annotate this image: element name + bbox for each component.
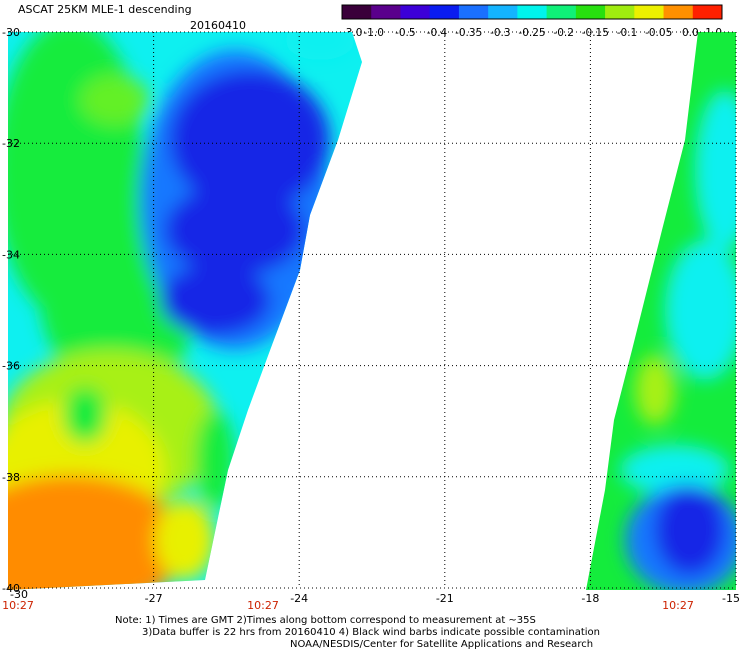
colorbar-tick-label: -0.1 [617, 27, 638, 39]
colorbar-swatch-9 [605, 5, 635, 19]
lon-tick-label: -18 [581, 592, 599, 605]
colorbar-swatch-4 [458, 5, 489, 19]
colorbar-tick-label: -0.35 [455, 27, 482, 39]
lon-tick-label: -15 [722, 592, 740, 605]
colorbar-tick-label: -0.05 [645, 27, 672, 39]
lat-tick-label: -38 [2, 471, 20, 484]
lon-tick-label: -27 [145, 592, 163, 605]
note-line-1: Note: 1) Times are GMT 2)Times along bot… [115, 615, 536, 626]
field-orange-southwest [8, 475, 185, 590]
lat-tick-label: -32 [2, 137, 20, 150]
colorbar-tick-label: -0.5 [395, 27, 416, 39]
lat-tick-labels: -30 -32 -34 -36 -38 -40 [2, 26, 20, 595]
lat-tick-label: -34 [2, 248, 20, 261]
field-blue-east [655, 485, 725, 575]
lat-lon-grid [8, 31, 737, 589]
field-lime-east [635, 355, 675, 425]
lat-tick-label: -30 [2, 26, 20, 39]
swath-right-fields [620, 90, 736, 590]
colorbar-tick-label: -0.25 [518, 27, 545, 39]
note-line-2: 3)Data buffer is 22 hrs from 20160410 4)… [142, 627, 600, 638]
colorbar-swatches [341, 4, 723, 20]
product-date: 20160410 [190, 19, 246, 32]
field-blue-core-north [170, 70, 330, 210]
field-cyan-east-south [620, 445, 730, 495]
lon-tick-label: -24 [290, 592, 308, 605]
lat-tick-label: -36 [2, 360, 20, 373]
colorbar-swatch-12 [692, 5, 723, 19]
pass-time-label: 10:27 [247, 599, 279, 612]
pass-time-label: 10:27 [2, 599, 34, 612]
colorbar-swatch-10 [634, 5, 665, 19]
field-cyan-edge [285, 32, 355, 60]
lat-tick-label: -40 [2, 582, 20, 595]
pass-time-labels: 10:27 10:27 10:27 [2, 599, 694, 612]
field-cyan-east-mid [665, 240, 736, 380]
colorbar-swatch-6 [517, 5, 548, 19]
field-blue-core-south [160, 265, 270, 335]
lon-tick-label: -30 [10, 588, 28, 601]
colorbar-swatch-5 [488, 5, 518, 19]
colorbar-tick-labels: -3.0-1.0-0.5-0.4-0.35-0.3-0.25-0.2-0.15-… [342, 27, 722, 39]
note-line-3: NOAA/NESDIS/Center for Satellite Applica… [290, 639, 594, 650]
field-lime-north [80, 75, 150, 125]
colorbar-swatch-7 [546, 5, 577, 19]
field-green-edge [195, 410, 235, 510]
colorbar-swatch-3 [429, 5, 460, 19]
swath-right [586, 32, 736, 590]
colorbar-tick-label: 0.0 [682, 27, 699, 39]
product-title: ASCAT 25KM MLE-1 descending [18, 3, 192, 16]
colorbar-swatch-8 [575, 5, 606, 19]
colorbar-swatch-1 [371, 5, 401, 19]
swath-left-fields [8, 32, 355, 590]
swath-left [8, 32, 362, 590]
colorbar-tick-label: -0.4 [427, 27, 448, 39]
field-cyan-east-north [695, 90, 736, 250]
colorbar-frame [341, 4, 723, 20]
colorbar-swatch-2 [400, 5, 431, 19]
colorbar-tick-label: -0.15 [582, 27, 609, 39]
colorbar-tick-label: -0.3 [490, 27, 511, 39]
lon-tick-labels: -30 -27 -24 -21 -18 -15 [10, 588, 740, 605]
colorbar-tick-label: -1.0 [363, 27, 384, 39]
field-blue-core-mid [165, 185, 305, 275]
colorbar: -3.0-1.0-0.5-0.4-0.35-0.3-0.25-0.2-0.15-… [341, 4, 723, 39]
field-green-eddy [63, 387, 107, 443]
field-yellow-edge [155, 500, 215, 580]
colorbar-swatch-11 [663, 5, 694, 19]
lon-tick-label: -21 [436, 592, 454, 605]
colorbar-tick-label: -0.2 [553, 27, 574, 39]
colorbar-swatch-0 [342, 5, 372, 19]
pass-time-label: 10:27 [662, 599, 694, 612]
